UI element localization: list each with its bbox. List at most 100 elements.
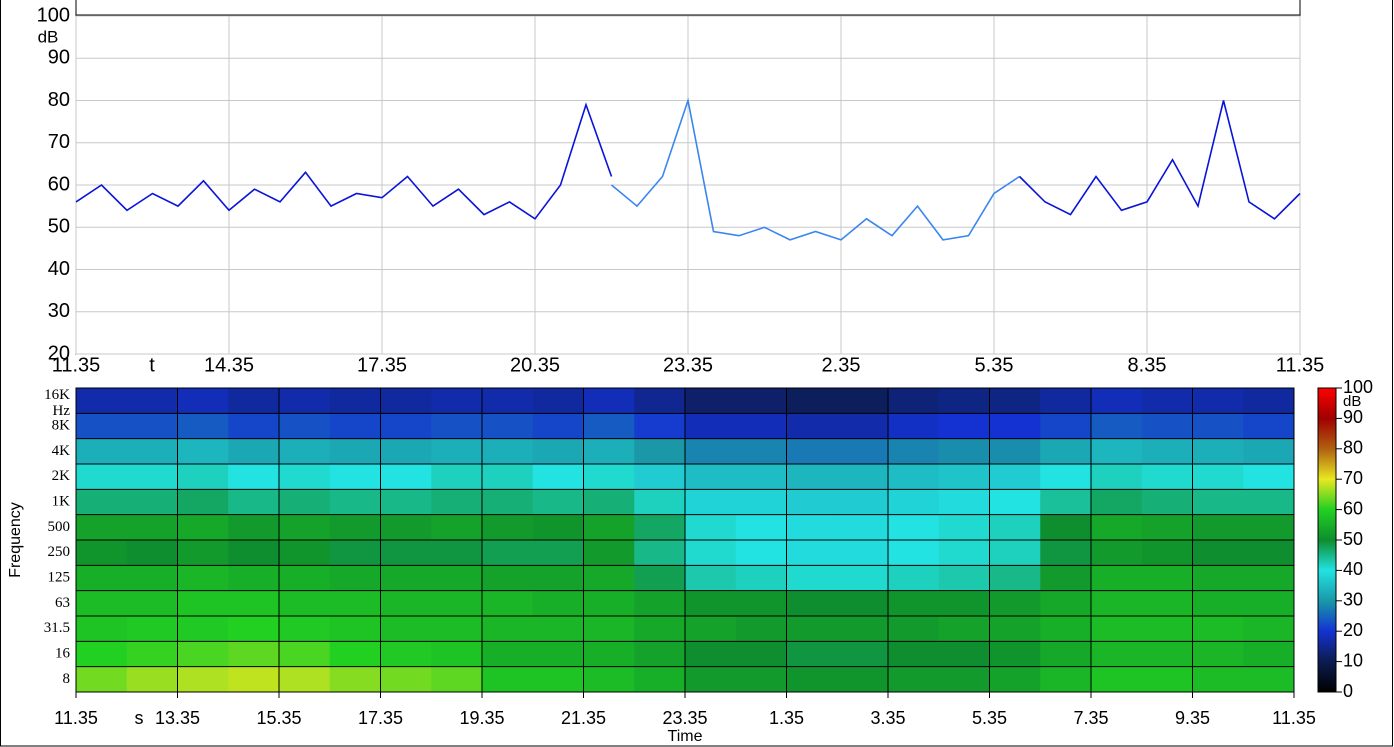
spectrum-cell [228, 666, 280, 693]
colorbar-tick-label: 0 [1343, 681, 1353, 701]
spectrum-cell [126, 540, 178, 566]
spectrum-cell [685, 616, 737, 642]
spectrum-cell [1192, 540, 1244, 566]
colorbar-tick-label: 10 [1343, 650, 1363, 670]
spectrum-cell [1091, 590, 1143, 617]
x-tick-label: 23.35 [662, 708, 707, 728]
spectrum-cell [989, 489, 1041, 516]
x-tick-label: 7.35 [1073, 708, 1108, 728]
spectrum-cell [76, 438, 128, 465]
spectrum-cell [279, 540, 331, 566]
spectrum-cell [989, 413, 1041, 440]
spectrum-cell [228, 540, 280, 566]
spectrum-cell [938, 464, 990, 490]
spectrum-cell [837, 590, 889, 617]
spectrum-cell [786, 616, 838, 642]
spectrum-cell [888, 413, 940, 440]
spectrum-cell [583, 413, 635, 440]
spectrum-cell [1040, 540, 1092, 566]
x-tick-label: 11.35 [1276, 354, 1325, 376]
spectrum-cell [532, 388, 584, 414]
spectrum-cell [735, 616, 787, 642]
spectrum-cell [228, 590, 280, 617]
spectrum-cell [786, 565, 838, 592]
spectrum-cell [1243, 489, 1295, 516]
spectrum-cell [837, 489, 889, 516]
x-tick-label: 1.35 [769, 708, 804, 728]
spectrum-cell [786, 590, 838, 617]
spectrum-cell [888, 565, 940, 592]
spectrum-cell [126, 641, 178, 668]
spectrum-cell [329, 514, 381, 541]
spectrum-cell [177, 616, 229, 642]
y-tick-label: 4K [52, 443, 71, 459]
spectrum-cell [380, 388, 432, 414]
spectrum-cell [126, 590, 178, 617]
spectrum-cell [431, 666, 483, 693]
spectrum-cell [431, 489, 483, 516]
y-tick-label: 500 [48, 519, 71, 535]
x-tick-label: 17.35 [358, 708, 403, 728]
spectrum-cell [685, 388, 737, 414]
spectrum-cell [532, 464, 584, 490]
x-tick-label: 9.35 [1175, 708, 1210, 728]
spectrum-cell [938, 590, 990, 617]
colorbar-tick-label: 60 [1343, 498, 1363, 518]
spectrum-cell [685, 666, 737, 693]
spectrum-cell [1040, 388, 1092, 414]
spectrum-cell [938, 514, 990, 541]
spectrum-cell [482, 666, 534, 693]
spectrum-cell [634, 413, 686, 440]
spectrum-cell [1141, 540, 1193, 566]
spectrum-cell [1091, 641, 1143, 668]
spectrum-cell [1243, 388, 1295, 414]
spectrum-cell [989, 388, 1041, 414]
spectrum-cell [329, 616, 381, 642]
spectrum-cell [1141, 438, 1193, 465]
spectrum-cell [1040, 514, 1092, 541]
spectrum-cell [76, 464, 128, 490]
y-tick-label: 63 [55, 595, 70, 611]
spectrum-cell [177, 489, 229, 516]
spectrum-cell [76, 590, 128, 617]
colorbar-tick-label: 90 [1343, 407, 1363, 427]
colorbar-tick-label: 20 [1343, 620, 1363, 640]
x-tick-label: 3.35 [870, 708, 905, 728]
spectrum-cell [380, 641, 432, 668]
spectrum-cell [786, 489, 838, 516]
spectrum-cell [126, 514, 178, 541]
spectrum-cell [431, 438, 483, 465]
spectrum-cell [786, 464, 838, 490]
spectrum-cell [685, 438, 737, 465]
spectrum-cell [1141, 489, 1193, 516]
spectrum-cell [532, 616, 584, 642]
spectrum-cell [989, 438, 1041, 465]
spectrum-cell [685, 413, 737, 440]
x-axis-title: Time [668, 728, 703, 745]
spectrum-cell [1192, 641, 1244, 668]
spectrum-cell [1040, 666, 1092, 693]
spectrum-cell [837, 540, 889, 566]
colorbar [1317, 387, 1337, 693]
spectrum-cell [634, 590, 686, 617]
spectrum-cell [279, 388, 331, 414]
spectrum-cell [786, 388, 838, 414]
spectrum-cell [482, 388, 534, 414]
spectrum-cell [126, 489, 178, 516]
spectrum-cell [1091, 616, 1143, 642]
colorbar-unit: dB [1343, 393, 1361, 410]
spectrum-cell [279, 413, 331, 440]
spectrum-cell [431, 388, 483, 414]
spectrum-cell [329, 489, 381, 516]
spectrum-cell [380, 464, 432, 490]
x-tick-label: 20.35 [510, 354, 560, 376]
spectrum-cell [76, 489, 128, 516]
spectrum-cell [380, 489, 432, 516]
spectrum-cell [1192, 616, 1244, 642]
spectrum-cell [76, 540, 128, 566]
spectrum-cell [329, 565, 381, 592]
spectrum-cell [1192, 565, 1244, 592]
y-tick-label: 20 [48, 342, 70, 364]
spectrum-cell [583, 616, 635, 642]
